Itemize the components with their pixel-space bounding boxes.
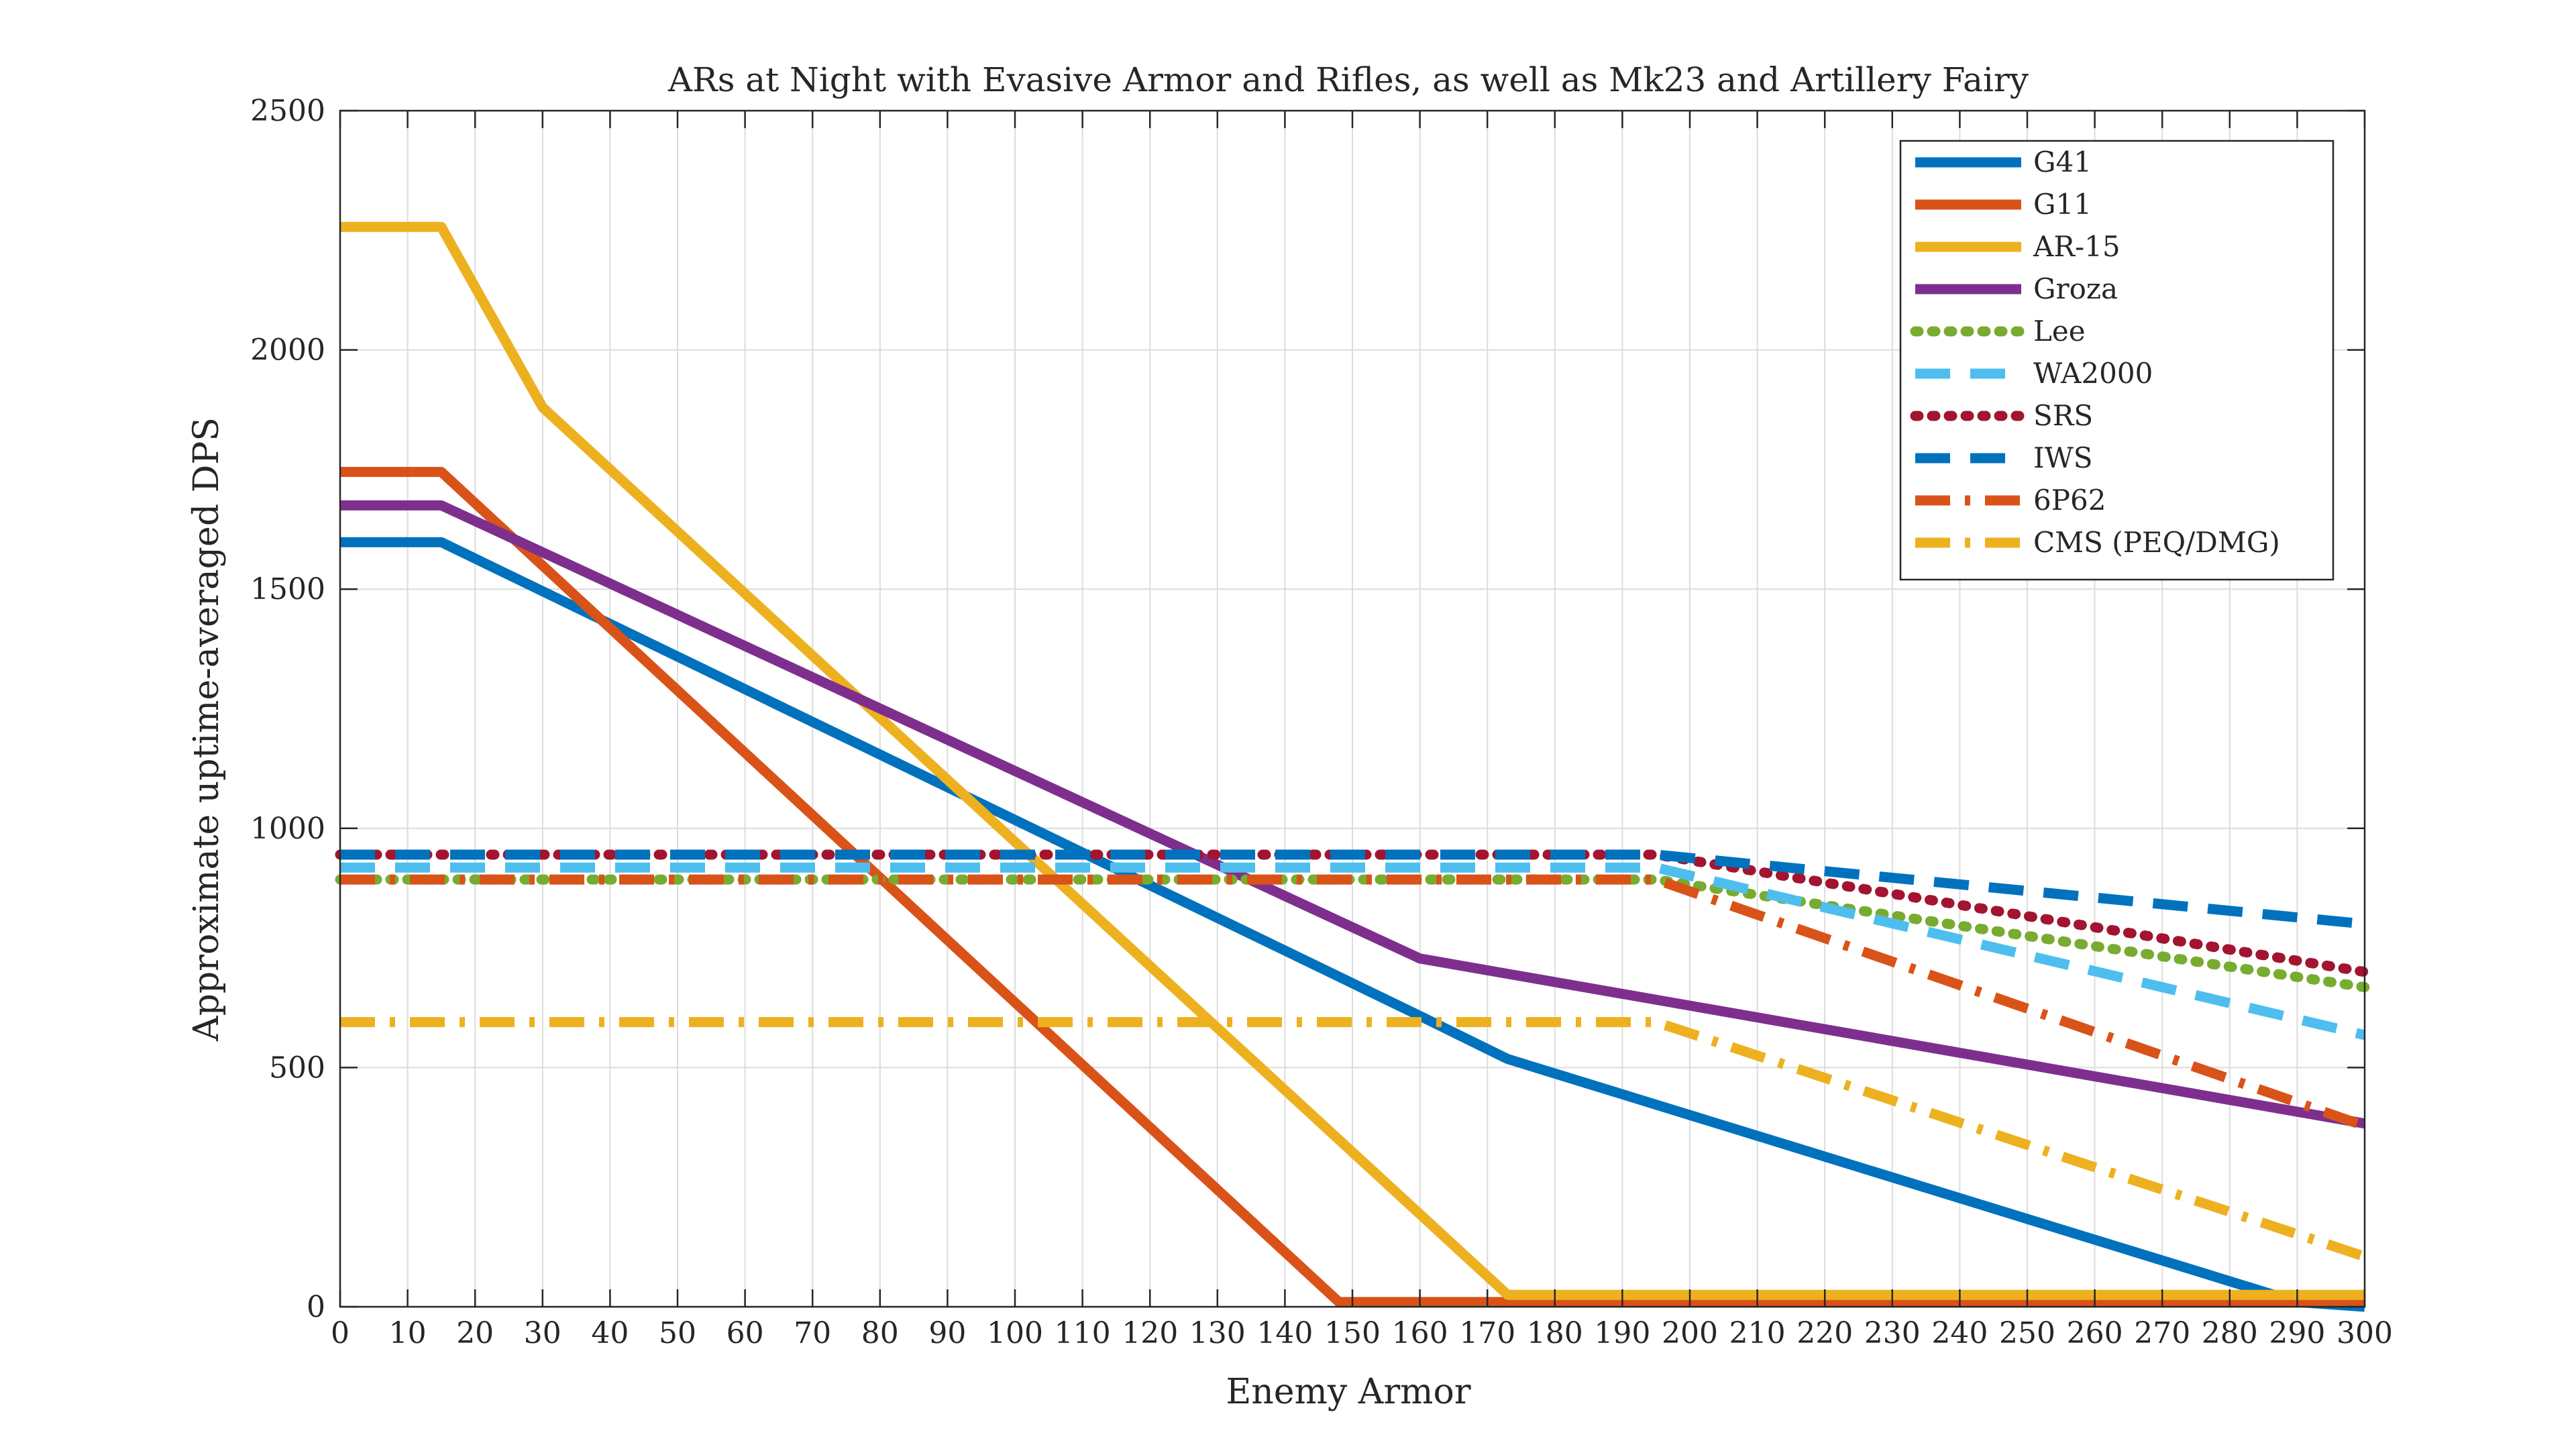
legend-label: G41 (2033, 146, 2092, 178)
series-line-6p62 (340, 874, 2367, 1131)
grid-lines (339, 110, 2365, 1307)
x-tick-label: 80 (861, 1316, 899, 1350)
legend-label: Lee (2033, 315, 2086, 347)
series-line-srs (335, 849, 2370, 977)
legend-label: CMS (PEQ/DMG) (2033, 526, 2280, 559)
series-line-ar-15 (340, 221, 2365, 1300)
x-tick-label: 60 (727, 1316, 764, 1350)
x-tick-label: 240 (1931, 1316, 1988, 1350)
x-tick-label: 30 (524, 1316, 561, 1350)
tick-labels: 0 10 20 30 40 50 60 70 80 90 100 110 120 130 140 150 160… (250, 94, 2393, 1350)
x-tick-label: 170 (1459, 1316, 1515, 1350)
x-tick-label: 50 (659, 1316, 696, 1350)
y-tick-label: 1000 (250, 812, 325, 846)
x-tick-label: 190 (1594, 1316, 1650, 1350)
x-tick-label: 290 (2269, 1316, 2325, 1350)
y-tick-label: 0 (307, 1290, 325, 1324)
axes (339, 109, 2366, 1308)
x-tick-label: 140 (1256, 1316, 1313, 1350)
legend-label: IWS (2033, 441, 2093, 474)
x-tick-label: 20 (456, 1316, 494, 1350)
x-tick-label: 150 (1324, 1316, 1381, 1350)
x-tick-label: 260 (2067, 1316, 2123, 1350)
series-line-iws (340, 849, 2365, 929)
x-tick-label: 210 (1729, 1316, 1786, 1350)
legend-label: G11 (2033, 188, 2092, 221)
x-tick-label: 270 (2134, 1316, 2190, 1350)
x-tick-label: 110 (1055, 1316, 1111, 1350)
x-tick-label: 70 (794, 1316, 831, 1350)
x-tick-label: 280 (2202, 1316, 2258, 1350)
x-tick-label: 180 (1527, 1316, 1583, 1350)
legend-label: AR-15 (2033, 230, 2121, 263)
x-tick-label: 0 (331, 1316, 350, 1350)
y-axis-title: Approximate uptime-averaged DPS (186, 417, 227, 1042)
series-lines (335, 221, 2370, 1312)
legend-label: Groza (2033, 272, 2118, 305)
x-tick-label: 130 (1189, 1316, 1246, 1350)
series-line-groza (340, 500, 2366, 1129)
x-tick-label: 220 (1796, 1316, 1853, 1350)
legend-box (1899, 140, 2334, 581)
x-tick-label: 160 (1392, 1316, 1448, 1350)
y-tick-label: 2000 (250, 333, 325, 368)
legend-label: 6P62 (2033, 484, 2106, 517)
x-tick-label: 100 (987, 1316, 1043, 1350)
x-tick-label: 10 (389, 1316, 427, 1350)
y-tick-label: 2500 (250, 94, 325, 128)
x-tick-label: 40 (591, 1316, 629, 1350)
y-tick-label: 500 (269, 1051, 325, 1085)
legend-label: WA2000 (2033, 357, 2153, 390)
x-tick-label: 250 (1999, 1316, 2055, 1350)
legend: G41 G11 AR-15 Groza Lee WA2000 SRS IWS 6P62 CMS (… (1899, 140, 2334, 581)
x-tick-label: 90 (928, 1316, 966, 1350)
y-tick-label: 1500 (250, 572, 325, 606)
x-tick-label: 200 (1662, 1316, 1718, 1350)
series-line-g11 (340, 467, 2365, 1307)
legend-label: SRS (2033, 399, 2093, 432)
chart-title: ARs at Night with Evasive Armor and Rifl… (667, 60, 2029, 99)
series-line-cms-peq-dmg (340, 1017, 2367, 1262)
x-tick-label: 230 (1864, 1316, 1921, 1350)
x-axis-title: Enemy Armor (1226, 1372, 1470, 1412)
x-tick-label: 120 (1122, 1316, 1178, 1350)
x-tick-label: 300 (2337, 1316, 2393, 1350)
